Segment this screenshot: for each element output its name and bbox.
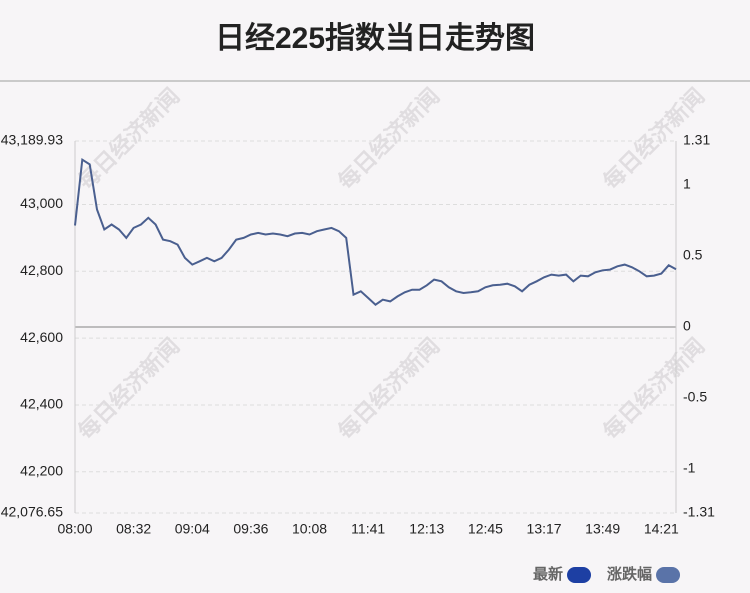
y2-tick-label: 0.5 [683,247,703,263]
x-tick-label: 13:49 [585,521,620,537]
x-tick-label: 09:04 [175,521,210,537]
y2-axis-limit-label: -1.31 [683,504,715,520]
y-tick-label: 42,800 [20,262,63,278]
x-tick-label: 08:32 [116,521,151,537]
x-tick-label: 09:36 [233,521,268,537]
y-axis-limit-label: 43,189.93 [1,132,63,148]
legend-swatch [567,567,592,583]
y2-tick-label: 0 [683,318,691,334]
y-tick-label: 42,400 [20,396,63,412]
legend-label: 涨跌幅 [607,565,652,583]
price-line [74,157,677,306]
x-tick-label: 11:41 [351,521,385,537]
y2-tick-label: 1 [683,176,691,192]
x-tick-label: 13:17 [527,521,562,537]
y-tick-label: 43,000 [20,195,63,211]
chart-title: 日经225指数当日走势图 [215,21,535,55]
y2-tick-label: -0.5 [683,389,707,405]
x-tick-label: 10:08 [292,521,327,537]
y-axis-limit-label: 42,076.65 [1,504,63,520]
y-tick-label: 42,600 [20,329,63,345]
legend-label: 最新 [533,565,563,583]
x-tick-label: 08:00 [57,521,92,537]
y2-axis-limit-label: 1.31 [683,132,710,148]
y2-tick-label: -1 [683,460,696,476]
x-tick-label: 12:13 [409,521,444,537]
x-tick-label: 14:21 [644,521,679,537]
y-tick-label: 42,200 [20,462,63,478]
x-tick-label: 12:45 [468,521,503,537]
legend-swatch [656,567,681,583]
